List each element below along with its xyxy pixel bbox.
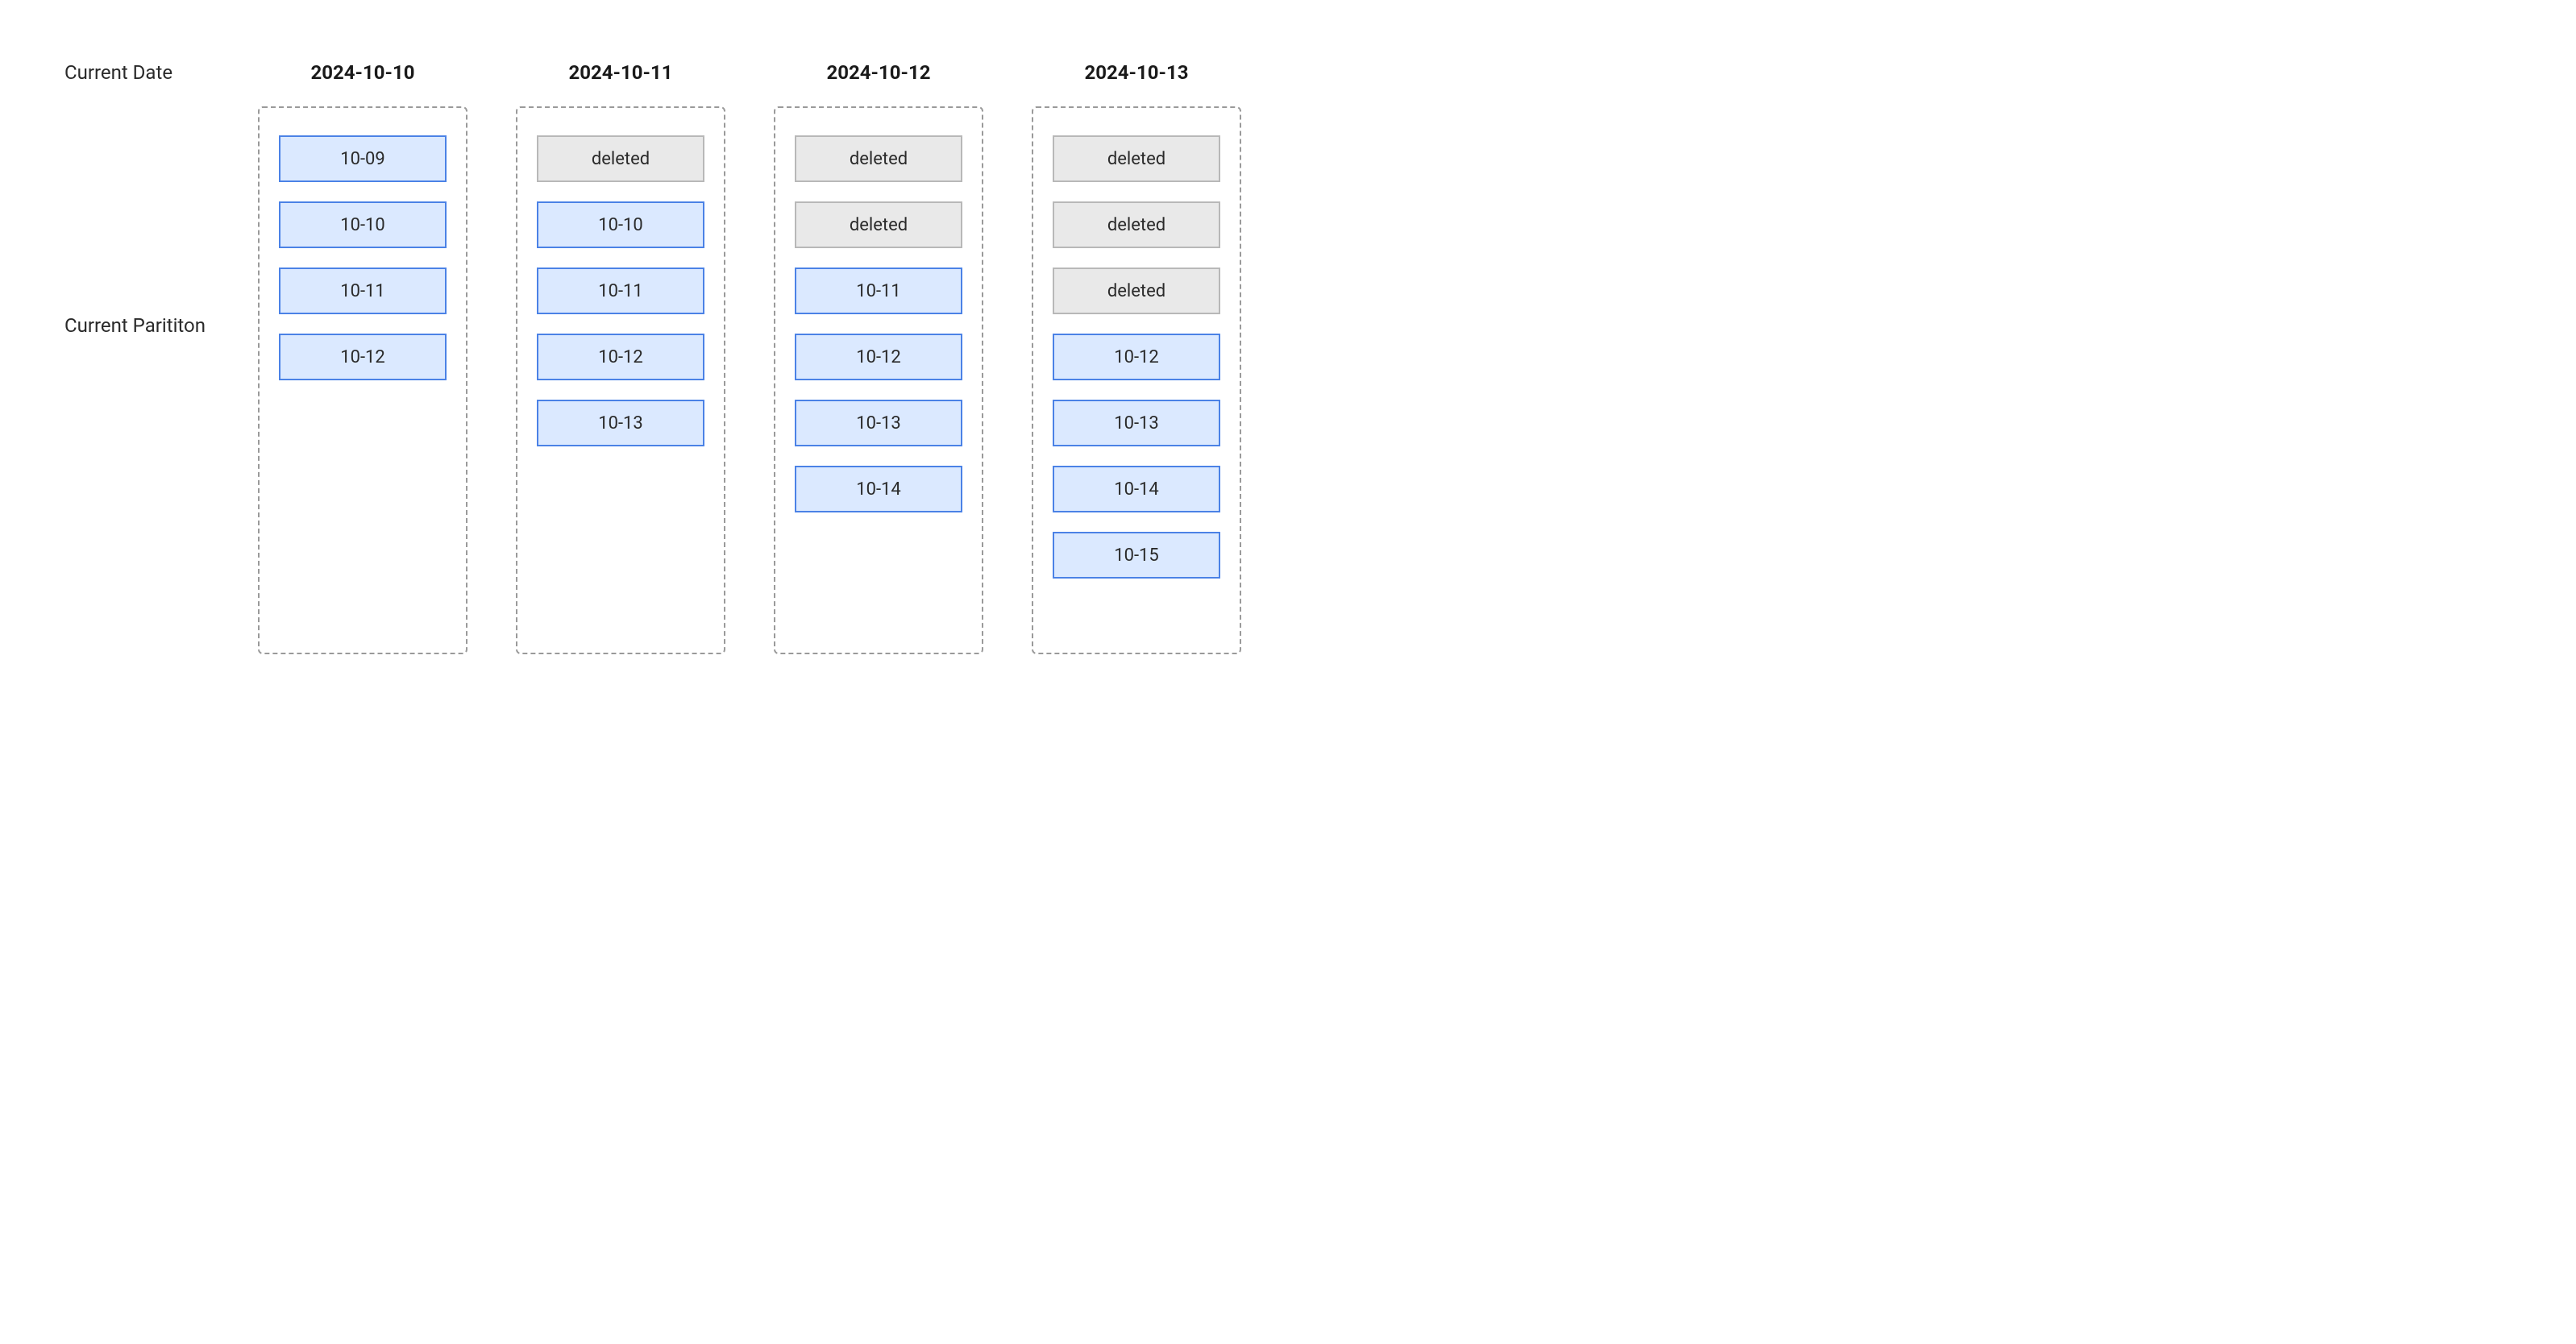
- partition-container: deleted deleted 10-11 10-12 10-13 10-14: [774, 106, 983, 654]
- partition-cell: 10-14: [1053, 466, 1220, 512]
- partition-cell: 10-10: [537, 201, 704, 248]
- partition-cell: 10-12: [795, 334, 962, 380]
- partition-diagram: Current Date Current Parititon 2024-10-1…: [64, 48, 2512, 654]
- partition-cell: 10-11: [795, 268, 962, 314]
- partition-cell-deleted: deleted: [1053, 268, 1220, 314]
- current-date-label: Current Date: [64, 48, 226, 97]
- partition-cell: 10-13: [795, 400, 962, 446]
- column-date-header: 2024-10-12: [826, 48, 930, 97]
- date-column: 2024-10-12 deleted deleted 10-11 10-12 10-13 1…: [774, 48, 983, 654]
- column-date-header: 2024-10-11: [568, 48, 672, 97]
- partition-cell: 10-11: [537, 268, 704, 314]
- column-date-header: 2024-10-13: [1084, 48, 1188, 97]
- partition-cell-deleted: deleted: [1053, 135, 1220, 182]
- column-date-header: 2024-10-10: [310, 48, 414, 97]
- date-column: 2024-10-13 deleted deleted deleted 10-12 10-1…: [1032, 48, 1241, 654]
- partition-cell: 10-11: [279, 268, 447, 314]
- partition-container: deleted deleted deleted 10-12 10-13 10-14 10-1…: [1032, 106, 1241, 654]
- current-partition-label: Current Parititon: [64, 314, 226, 337]
- columns-container: 2024-10-1010-0910-1010-1110-122024-10-11…: [258, 48, 1241, 654]
- partition-cell: 10-09: [279, 135, 447, 182]
- row-labels: Current Date Current Parititon: [64, 48, 226, 337]
- partition-cell-deleted: deleted: [1053, 201, 1220, 248]
- partition-cell: 10-12: [1053, 334, 1220, 380]
- partition-cell-deleted: deleted: [537, 135, 704, 182]
- partition-cell: 10-12: [279, 334, 447, 380]
- date-column: 2024-10-11 deleted 10-10 10-11 10-12 10-13: [516, 48, 725, 654]
- partition-cell: 10-10: [279, 201, 447, 248]
- partition-container: deleted 10-10 10-11 10-12 10-13: [516, 106, 725, 654]
- date-column: 2024-10-10 10-09 10-10 10-11 10-12: [258, 48, 467, 654]
- partition-cell: 10-13: [1053, 400, 1220, 446]
- partition-cell-deleted: deleted: [795, 201, 962, 248]
- partition-cell: 10-12: [537, 334, 704, 380]
- partition-cell: 10-15: [1053, 532, 1220, 579]
- partition-container: 10-09 10-10 10-11 10-12: [258, 106, 467, 654]
- partition-cell: 10-13: [537, 400, 704, 446]
- partition-cell-deleted: deleted: [795, 135, 962, 182]
- partition-cell: 10-14: [795, 466, 962, 512]
